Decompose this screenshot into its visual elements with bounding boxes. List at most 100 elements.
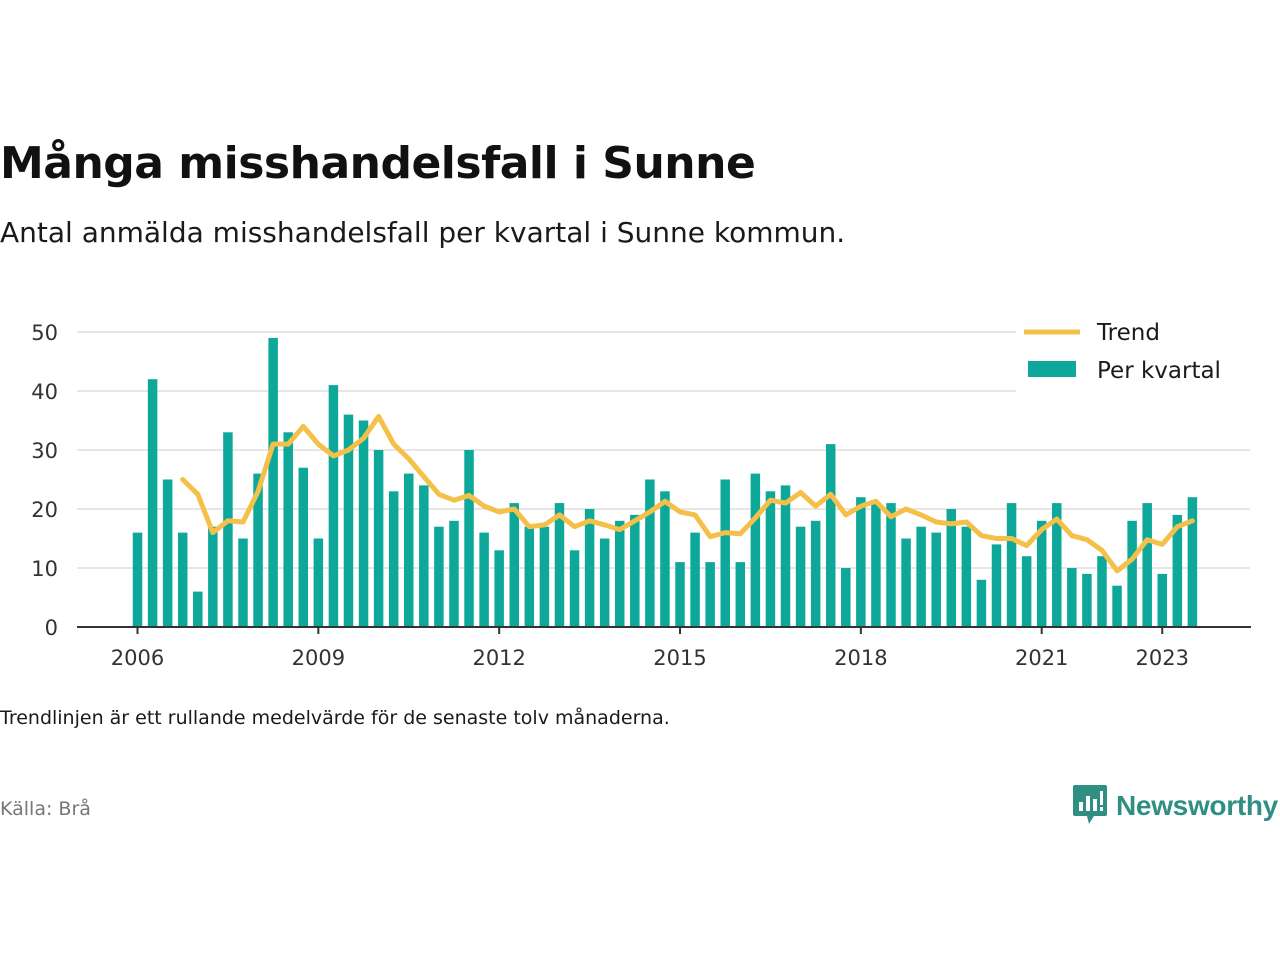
y-tick-label: 0: [45, 616, 58, 640]
bar: [404, 473, 414, 627]
bar: [690, 532, 700, 627]
bar: [328, 385, 339, 627]
bar: [976, 579, 987, 627]
bar: [449, 520, 459, 627]
trend-series: [180, 413, 1195, 574]
y-tick-label: 10: [31, 557, 58, 581]
bar: [916, 526, 926, 627]
bar: [494, 550, 504, 627]
bar: [238, 538, 248, 627]
bar: [268, 337, 278, 627]
bar: [358, 420, 369, 627]
bar: [750, 473, 761, 627]
bar: [223, 432, 233, 627]
bar: [856, 497, 866, 627]
bar: [705, 562, 715, 627]
bar: [1052, 503, 1062, 627]
y-tick-label: 20: [31, 498, 58, 522]
bar: [1187, 497, 1198, 627]
bar: [177, 532, 188, 627]
bar: [795, 526, 806, 627]
x-tick-label: 2018: [834, 646, 887, 670]
bar: [1157, 573, 1168, 627]
bar: [524, 526, 535, 627]
y-tick-label: 40: [31, 380, 58, 404]
bar: [419, 485, 429, 627]
bar: [1082, 573, 1092, 627]
x-tick-label: 2006: [111, 646, 164, 670]
bar: [1112, 585, 1122, 627]
legend-bar-swatch: [1028, 361, 1076, 377]
chart-note: Trendlinjen är ett rullande medelvärde f…: [0, 707, 670, 729]
bar: [464, 450, 474, 627]
y-axis-labels: 0 10 20 30 40 50: [31, 321, 58, 640]
bar: [1172, 514, 1183, 627]
bar: [630, 514, 640, 627]
bar: [871, 503, 881, 627]
bar: [388, 491, 399, 627]
bar: [901, 538, 911, 627]
bar: [1097, 556, 1107, 627]
bar: [584, 509, 595, 627]
bar: [1127, 520, 1137, 627]
bar: [810, 520, 821, 627]
bar: [283, 432, 293, 627]
legend-bar-label: Per kvartal: [1097, 358, 1221, 384]
bar: [946, 509, 957, 627]
bar: [599, 538, 610, 627]
bar: [147, 379, 158, 627]
bar-series: [132, 337, 1198, 627]
y-tick-label: 50: [31, 321, 58, 345]
bar: [1142, 503, 1152, 627]
x-tick-label: 2012: [472, 646, 525, 670]
bar: [720, 479, 730, 627]
bar: [614, 520, 625, 627]
bar: [434, 526, 444, 627]
bar: [479, 532, 489, 627]
brand-logo: Newsworthy: [1072, 784, 1278, 828]
bar: [162, 479, 173, 627]
x-tick-label: 2015: [653, 646, 706, 670]
bar: [509, 503, 519, 627]
y-tick-label: 30: [31, 439, 58, 463]
chart-title: Många misshandelsfall i Sunne: [0, 138, 756, 189]
bar: [660, 491, 670, 627]
bar: [841, 568, 851, 627]
bar: [193, 591, 203, 627]
bar: [1006, 503, 1017, 627]
bar: [539, 526, 550, 627]
bar: [373, 450, 384, 627]
bar: [343, 414, 354, 627]
chart-subtitle: Antal anmälda misshandelsfall per kvarta…: [0, 216, 846, 249]
bar: [569, 550, 580, 627]
bar: [675, 562, 685, 627]
trend-line: [180, 413, 1195, 574]
bar: [1067, 568, 1077, 627]
bar: [253, 473, 263, 627]
bar: [735, 562, 746, 627]
bar: [765, 491, 776, 627]
bar: [313, 538, 324, 627]
bar: [1021, 556, 1032, 627]
bar: [298, 467, 309, 627]
legend: Trend Per kvartal: [1016, 314, 1252, 392]
legend-trend-label: Trend: [1096, 320, 1160, 346]
legend-background: [1016, 314, 1252, 392]
bar: [1036, 520, 1047, 627]
brand-name: Newsworthy: [1116, 790, 1278, 821]
bar: [780, 485, 791, 627]
bar: [961, 526, 972, 627]
chart: 0 10 20 30 40 50 2006 2009 2012 2015 2018 2021 2023…: [31, 314, 1252, 670]
newsworthy-logo-icon: [1072, 783, 1108, 829]
x-tick-label: 2009: [292, 646, 345, 670]
x-tick-label: 2021: [1015, 646, 1068, 670]
bar: [825, 444, 836, 627]
x-axis: 2006 2009 2012 2015 2018 2021 2023: [77, 626, 1251, 670]
bar: [208, 526, 218, 627]
bar: [132, 532, 143, 627]
x-tick-label: 2023: [1136, 646, 1189, 670]
bar: [645, 479, 655, 627]
bar: [554, 503, 565, 627]
bar: [991, 544, 1002, 627]
bar: [886, 503, 896, 627]
